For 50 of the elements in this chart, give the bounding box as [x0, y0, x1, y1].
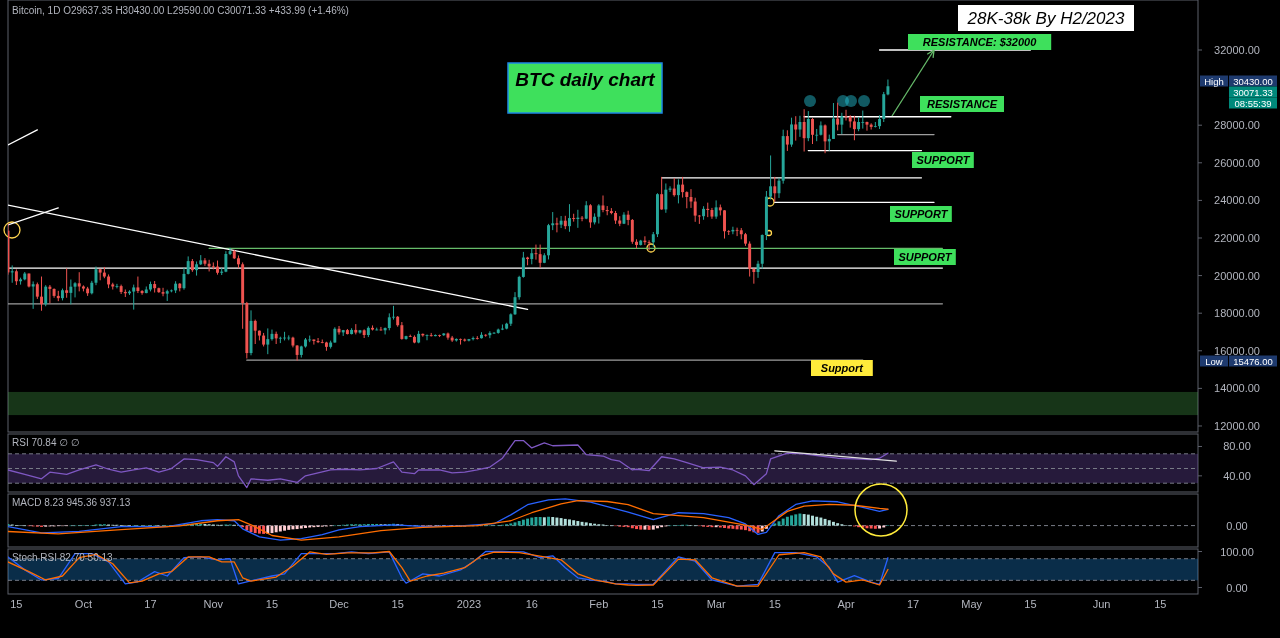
- x-tick-label: 2023: [456, 598, 482, 610]
- text: BTC daily chart: [515, 69, 656, 90]
- x-tick-label: Dec: [329, 598, 350, 610]
- text: High: [1204, 75, 1224, 87]
- x-tick-label: 15: [1154, 598, 1167, 610]
- x-tick-label: Nov: [203, 598, 224, 610]
- x-tick-label: 15: [1024, 598, 1037, 610]
- chart-title: MACD 8.23 945.36 937.13: [12, 497, 131, 508]
- y-tick-label: 32000.00: [1214, 44, 1260, 57]
- x-tick-label: Mar: [706, 598, 726, 610]
- annotation: Support: [820, 362, 865, 374]
- x-tick-label: Apr: [837, 598, 855, 610]
- y-tick-label: 0.00: [1226, 581, 1248, 594]
- y-tick-label: 14000.00: [1214, 382, 1260, 395]
- y-tick-label: 12000.00: [1214, 419, 1260, 432]
- text: 28K-38k By H2/2023: [966, 9, 1125, 28]
- y-tick-label: 20000.00: [1214, 269, 1260, 282]
- x-tick-label: 15: [265, 598, 279, 610]
- x-tick-label: 16: [525, 598, 538, 610]
- annotation: RESISTANCE: [926, 98, 998, 110]
- x-tick-label: 15: [768, 598, 781, 610]
- x-tick-label: Feb: [589, 598, 609, 610]
- annotation: SUPPORT: [894, 208, 949, 220]
- y-tick-label: 26000.00: [1214, 156, 1260, 169]
- y-tick-label: 18000.00: [1214, 307, 1260, 320]
- text: 15476.00: [1233, 355, 1273, 367]
- y-tick-label: 40.00: [1223, 469, 1251, 482]
- text: Low: [1205, 355, 1223, 367]
- x-tick-label: 15: [651, 598, 664, 610]
- x-tick-label: Jun: [1092, 598, 1111, 610]
- annotation: SUPPORT: [916, 154, 971, 166]
- x-tick-label: 17: [906, 598, 920, 610]
- y-tick-label: 100.00: [1220, 545, 1254, 558]
- annotation: Bitcoin, 1D O29637.35 H30430.00 L29590.00 C30071.33 +433.99 (+1.46%): [12, 5, 349, 16]
- x-tick-label: 15: [10, 598, 23, 610]
- annotation: SUPPORT: [898, 251, 953, 263]
- chart-title: RSI 70.84 ∅ ∅: [12, 437, 80, 448]
- y-tick-label: 28000.00: [1214, 119, 1260, 132]
- x-tick-label: 15: [391, 598, 404, 610]
- annotation: RESISTANCE: $32000: [922, 36, 1038, 48]
- text: 08:55:39: [1234, 97, 1272, 109]
- x-tick-label: May: [961, 598, 983, 610]
- y-tick-label: 22000.00: [1214, 231, 1260, 244]
- y-tick-label: 16000.00: [1214, 344, 1260, 357]
- x-tick-label: Oct: [74, 598, 92, 610]
- y-tick-label: 80.00: [1223, 440, 1251, 453]
- text: 30430.00: [1233, 75, 1273, 87]
- text: 30071.33: [1233, 86, 1273, 98]
- y-tick-label: 24000.00: [1214, 194, 1260, 207]
- x-tick-label: 17: [144, 598, 157, 610]
